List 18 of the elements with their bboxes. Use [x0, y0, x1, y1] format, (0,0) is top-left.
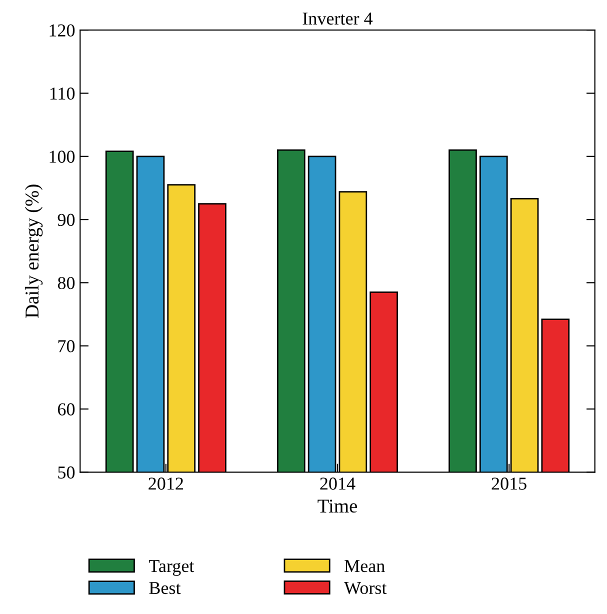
y-tick-label: 70: [58, 340, 75, 352]
y-axis-title: Daily energy (%): [24, 184, 43, 318]
legend-label: Best: [149, 582, 181, 594]
y-tick-label: 50: [58, 466, 75, 479]
x-tick-label: 2014: [320, 478, 356, 490]
legend-label: Target: [149, 560, 194, 576]
legend-label: Mean: [344, 560, 385, 572]
y-tick-label: 60: [58, 403, 75, 416]
legend-label: Worst: [344, 582, 387, 594]
y-tick-label: 90: [58, 214, 75, 226]
chart-title: Inverter 4: [302, 12, 373, 25]
y-tick-label: 120: [50, 24, 75, 37]
y-tick-label: 110: [50, 88, 75, 100]
y-tick-label: 80: [58, 276, 75, 290]
x-axis-title: Time: [318, 500, 357, 513]
x-tick-label: 2015: [492, 478, 526, 490]
y-tick-label: 100: [50, 150, 75, 163]
x-tick-label: 2012: [148, 478, 183, 490]
